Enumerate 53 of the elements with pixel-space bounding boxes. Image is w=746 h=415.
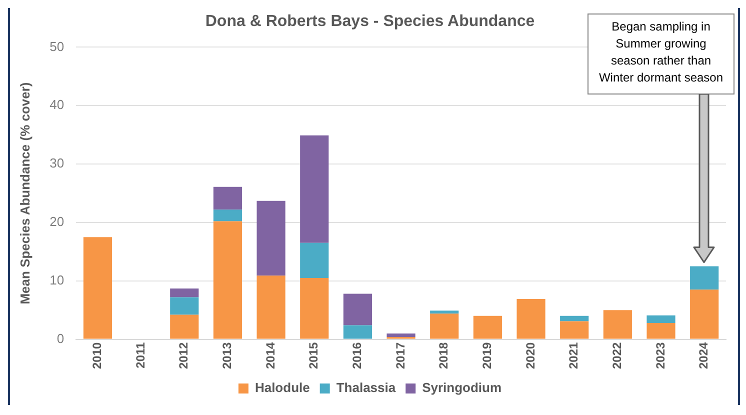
bar <box>170 288 199 298</box>
y-tick-label: 50 <box>50 38 64 54</box>
x-tick-label: 2023 <box>653 342 668 370</box>
y-tick-label: 20 <box>50 214 64 230</box>
x-tick-label: 2012 <box>176 342 191 370</box>
bar <box>386 333 416 337</box>
bar <box>473 316 502 339</box>
bar <box>300 135 329 243</box>
x-tick-label: 2015 <box>306 342 321 370</box>
bar <box>603 310 632 339</box>
x-tick-label: 2017 <box>393 342 408 370</box>
x-tick-label: 2016 <box>350 342 364 370</box>
y-axis-title: Mean Species Abundance (% cover) <box>17 82 32 304</box>
x-tick-label: 2014 <box>263 342 278 370</box>
bar <box>690 290 719 339</box>
bar <box>170 297 199 315</box>
y-tick-label: 0 <box>56 330 64 346</box>
bar <box>560 316 589 322</box>
bar <box>256 276 286 339</box>
bar <box>213 186 242 210</box>
x-tick-label: 2018 <box>436 342 451 370</box>
bar <box>343 325 372 339</box>
legend-label: Syringodium <box>422 380 502 396</box>
bar <box>646 322 676 339</box>
y-tick-label: 40 <box>50 97 64 112</box>
bar <box>690 266 719 290</box>
bar <box>560 321 589 339</box>
x-tick-label: 2013 <box>220 342 234 370</box>
bar <box>213 210 242 222</box>
y-tick-label: 10 <box>50 272 64 288</box>
legend-label: Thalassia <box>336 380 396 396</box>
bar <box>343 294 372 326</box>
y-tick-label: 30 <box>50 156 64 171</box>
annotation: Began sampling in Summer growing season rather than Winter dormant season <box>598 19 724 84</box>
bar <box>83 237 112 339</box>
x-tick-label: 2019 <box>480 342 494 370</box>
x-tick-label: 2024 <box>696 342 711 370</box>
chart-title: Dona & Roberts Bays - Species Abundance <box>205 13 535 30</box>
bar <box>170 314 199 339</box>
x-tick-label: 2021 <box>566 342 581 370</box>
bar <box>213 221 242 339</box>
bar <box>430 314 459 339</box>
bar <box>256 200 286 276</box>
bar <box>300 242 329 278</box>
bar <box>430 310 459 314</box>
x-tick-label: 2010 <box>90 342 104 370</box>
x-tick-label: 2022 <box>610 342 624 370</box>
bar <box>646 315 676 323</box>
x-tick-label: 2011 <box>133 342 148 368</box>
bar <box>516 298 546 339</box>
legend-label: Halodule <box>254 380 310 396</box>
bar <box>300 278 329 339</box>
x-tick-label: 2020 <box>523 342 538 370</box>
